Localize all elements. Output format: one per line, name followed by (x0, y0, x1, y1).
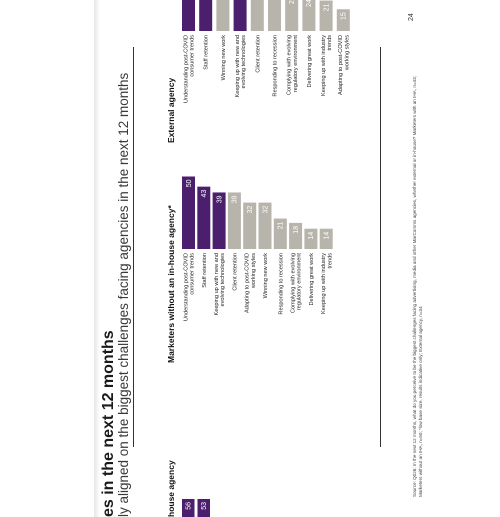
category-label: Responding to recession (278, 253, 284, 315)
bar (182, 0, 195, 31)
category-label: Complying with evolvingregulatory enviro… (287, 35, 299, 95)
bar (182, 176, 195, 249)
bar-value-label: 32 (262, 206, 269, 214)
bar-value-label: 24 (306, 0, 313, 7)
bar (336, 9, 350, 31)
bar-value-label: 39 (216, 195, 223, 203)
bar (319, 228, 333, 249)
bar (258, 202, 272, 249)
bar-value-label: 26 (289, 0, 296, 4)
category-label: Understanding post-COVIDconsumer trends (183, 253, 195, 321)
bar (199, 0, 213, 31)
bar-value-label: 15 (341, 12, 348, 20)
bar-value-label: 14 (324, 232, 331, 240)
bar (233, 0, 247, 31)
bar (227, 192, 241, 249)
category-label: Keeping up with industrytrends (321, 253, 333, 314)
bar (268, 0, 281, 31)
category-label: Staff retention (202, 253, 208, 288)
category-label: Keeping up with new andevolving technolo… (235, 35, 247, 98)
bar-value-label: 53 (201, 502, 208, 510)
bar-value-label: 18 (293, 226, 300, 234)
source-note: Source: Q026: In the next 12 months, wha… (412, 76, 423, 497)
bar (216, 0, 230, 31)
bar (182, 499, 195, 517)
bar (304, 228, 318, 249)
bar (250, 0, 264, 31)
bar (285, 0, 299, 31)
category-label: Winning new work (263, 253, 269, 299)
category-label: Keeping up with new andevolving technolo… (214, 253, 226, 316)
bar-value-label: 21 (278, 221, 285, 229)
bar (212, 192, 226, 249)
bar-value-label: 56 (186, 502, 193, 510)
category-label: Understanding post-COVIDconsumer trends (183, 35, 195, 103)
bar-value-label: 43 (201, 190, 208, 198)
bar (273, 218, 287, 249)
category-label: Keeping up with industrytrends (321, 35, 333, 96)
category-label: Complying with evolvingregulatory enviro… (291, 253, 303, 313)
bar (243, 202, 257, 249)
category-label: Client retention (255, 35, 261, 73)
bar (302, 0, 316, 31)
category-label: Staff retention (204, 35, 210, 70)
bar-value-label: 32 (247, 206, 254, 214)
bar (197, 499, 210, 517)
bar-value-label: 14 (308, 232, 315, 240)
category-label: Client retention (232, 253, 238, 291)
category-label: Delivering great work (309, 253, 315, 306)
bar-value-label: 21 (323, 3, 330, 11)
category-label: Responding to recession (273, 35, 279, 97)
bar (289, 222, 303, 249)
category-label: Adapting to post-COVIDworking styles (338, 35, 350, 95)
category-label: Adapting to post-COVIDworking styles (245, 253, 257, 313)
category-label: Winning new work (221, 35, 227, 81)
bar (197, 186, 211, 249)
category-label: Delivering great work (307, 35, 313, 88)
bar-value-label: 50 (186, 179, 193, 187)
bar (319, 0, 333, 31)
bar-value-label: 39 (232, 195, 239, 203)
page-number: 24 (408, 13, 415, 21)
